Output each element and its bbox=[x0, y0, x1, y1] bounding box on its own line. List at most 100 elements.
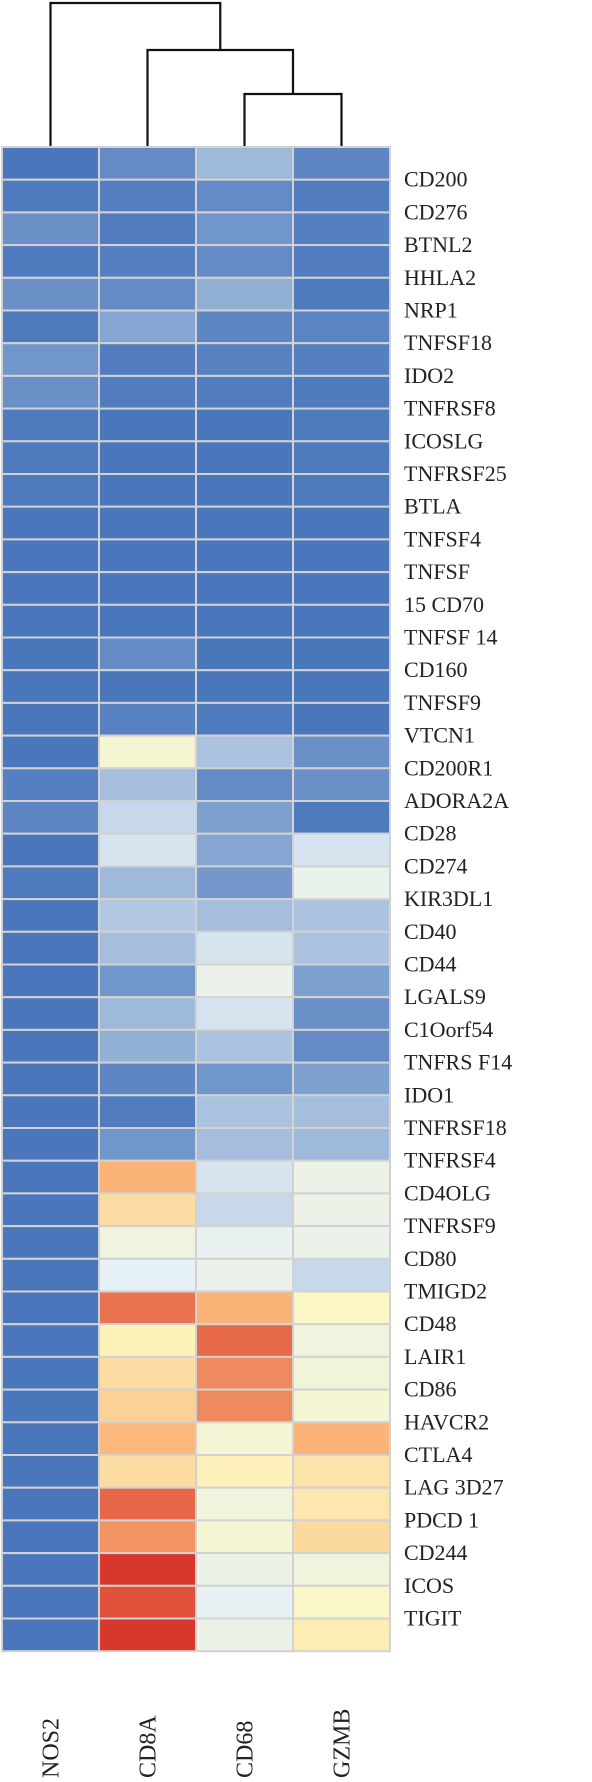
row-label: ADORA2A bbox=[404, 788, 509, 813]
heatmap-cell bbox=[292, 1584, 391, 1620]
heatmap-cell bbox=[195, 800, 294, 835]
heatmap-cell bbox=[292, 1192, 391, 1228]
heatmap-cell bbox=[98, 734, 197, 770]
row-label: CD80 bbox=[404, 1246, 457, 1271]
row-label: HAVCR2 bbox=[404, 1409, 489, 1434]
heatmap-cell bbox=[292, 1355, 391, 1391]
heatmap-cell bbox=[1, 1486, 100, 1522]
heatmap-cell bbox=[292, 1094, 391, 1130]
heatmap-cell bbox=[98, 244, 197, 279]
heatmap-cell bbox=[98, 309, 197, 345]
heatmap-cell bbox=[1, 505, 100, 541]
heatmap-cell bbox=[292, 1028, 391, 1064]
heatmap-cell bbox=[1, 1094, 100, 1130]
heatmap-cell bbox=[292, 146, 391, 181]
row-label: CD274 bbox=[404, 853, 468, 878]
heatmap-cell bbox=[98, 1225, 197, 1260]
heatmap-cell bbox=[1, 146, 100, 181]
heatmap-cell bbox=[195, 898, 294, 933]
heatmap-cell bbox=[195, 1421, 294, 1457]
heatmap-cell bbox=[1, 211, 100, 247]
heatmap-cell bbox=[98, 963, 197, 999]
row-label: CD48 bbox=[404, 1311, 457, 1336]
heatmap-cell bbox=[1, 178, 100, 214]
row-label: LGALS9 bbox=[404, 984, 486, 1009]
heatmap-cell bbox=[98, 407, 197, 443]
heatmap-cell bbox=[195, 669, 294, 704]
row-label: IDO2 bbox=[404, 363, 454, 388]
column-labels: NOS2 CD8A CD68 GZMB bbox=[39, 1709, 356, 1778]
heatmap-cell bbox=[292, 342, 391, 377]
heatmap-cell bbox=[292, 374, 391, 410]
dendrogram-branch bbox=[146, 48, 295, 147]
heatmap-cell bbox=[292, 1290, 391, 1326]
heatmap-cell bbox=[195, 440, 294, 475]
row-label: CD276 bbox=[404, 199, 468, 224]
heatmap-cell bbox=[292, 1486, 391, 1522]
heatmap-cell bbox=[98, 603, 197, 639]
heatmap-cell bbox=[292, 1061, 391, 1097]
heatmap-cell bbox=[1, 1192, 100, 1228]
row-label: PDCD 1 bbox=[404, 1507, 479, 1532]
heatmap-cell bbox=[98, 898, 197, 933]
heatmap-cell bbox=[98, 1094, 197, 1130]
heatmap-cell bbox=[195, 996, 294, 1031]
heatmap-cell bbox=[292, 211, 391, 247]
heatmap-cell bbox=[195, 473, 294, 508]
heatmap-cell bbox=[98, 1323, 197, 1358]
dendrogram-branch bbox=[243, 92, 343, 147]
heatmap-cell bbox=[195, 963, 294, 999]
row-label: ICOSLG bbox=[404, 428, 484, 453]
heatmap-cell bbox=[98, 146, 197, 181]
row-label: TMIGD2 bbox=[404, 1279, 487, 1304]
heatmap-cell bbox=[98, 374, 197, 410]
heatmap-cell bbox=[1, 473, 100, 508]
heatmap-cell bbox=[98, 1127, 197, 1162]
heatmap-cell bbox=[292, 178, 391, 214]
heatmap-cell bbox=[1, 1028, 100, 1064]
heatmap-cell bbox=[195, 1454, 294, 1489]
heatmap-cell bbox=[98, 211, 197, 247]
heatmap-cell bbox=[195, 1486, 294, 1522]
heatmap-cell bbox=[195, 538, 294, 574]
heatmap-cell bbox=[292, 1225, 391, 1260]
row-label: CD86 bbox=[404, 1377, 457, 1402]
column-label: CD68 bbox=[233, 1721, 259, 1778]
row-label: CD28 bbox=[404, 821, 457, 846]
heatmap-cell bbox=[98, 571, 197, 606]
heatmap-cell bbox=[1, 1323, 100, 1358]
heatmap-cell bbox=[195, 571, 294, 606]
row-label: IDO1 bbox=[404, 1082, 454, 1107]
heatmap-cell bbox=[292, 473, 391, 508]
column-label: NOS2 bbox=[39, 1718, 65, 1778]
heatmap-cell bbox=[292, 767, 391, 802]
heatmap-cell bbox=[292, 407, 391, 443]
heatmap-cell bbox=[292, 865, 391, 901]
heatmap-cell bbox=[292, 832, 391, 868]
heatmap-cell bbox=[195, 603, 294, 639]
heatmap-cell bbox=[195, 178, 294, 214]
heatmap-cell bbox=[292, 276, 391, 312]
heatmap-cell bbox=[98, 1486, 197, 1522]
heatmap-cell bbox=[292, 669, 391, 704]
heatmap-cell bbox=[1, 1257, 100, 1293]
row-label: BTNL2 bbox=[404, 232, 472, 257]
heatmap-cell bbox=[1, 571, 100, 606]
row-label: ICOS bbox=[404, 1573, 454, 1598]
heatmap-cell bbox=[292, 1519, 391, 1555]
dendrogram-branch bbox=[49, 1, 222, 147]
heatmap-cell bbox=[195, 1323, 294, 1358]
heatmap-cell bbox=[1, 374, 100, 410]
heatmap-cell bbox=[195, 1127, 294, 1162]
heatmap-cell bbox=[292, 1257, 391, 1293]
heatmap-cell bbox=[195, 407, 294, 443]
heatmap-cell bbox=[195, 505, 294, 541]
row-label: TNFRSF4 bbox=[404, 1148, 496, 1173]
heatmap-cell bbox=[292, 963, 391, 999]
heatmap-cell bbox=[195, 832, 294, 868]
heatmap-cell bbox=[1, 1355, 100, 1391]
heatmap-cell bbox=[98, 276, 197, 312]
heatmap-cell bbox=[98, 440, 197, 475]
heatmap-cells bbox=[1, 146, 391, 1653]
